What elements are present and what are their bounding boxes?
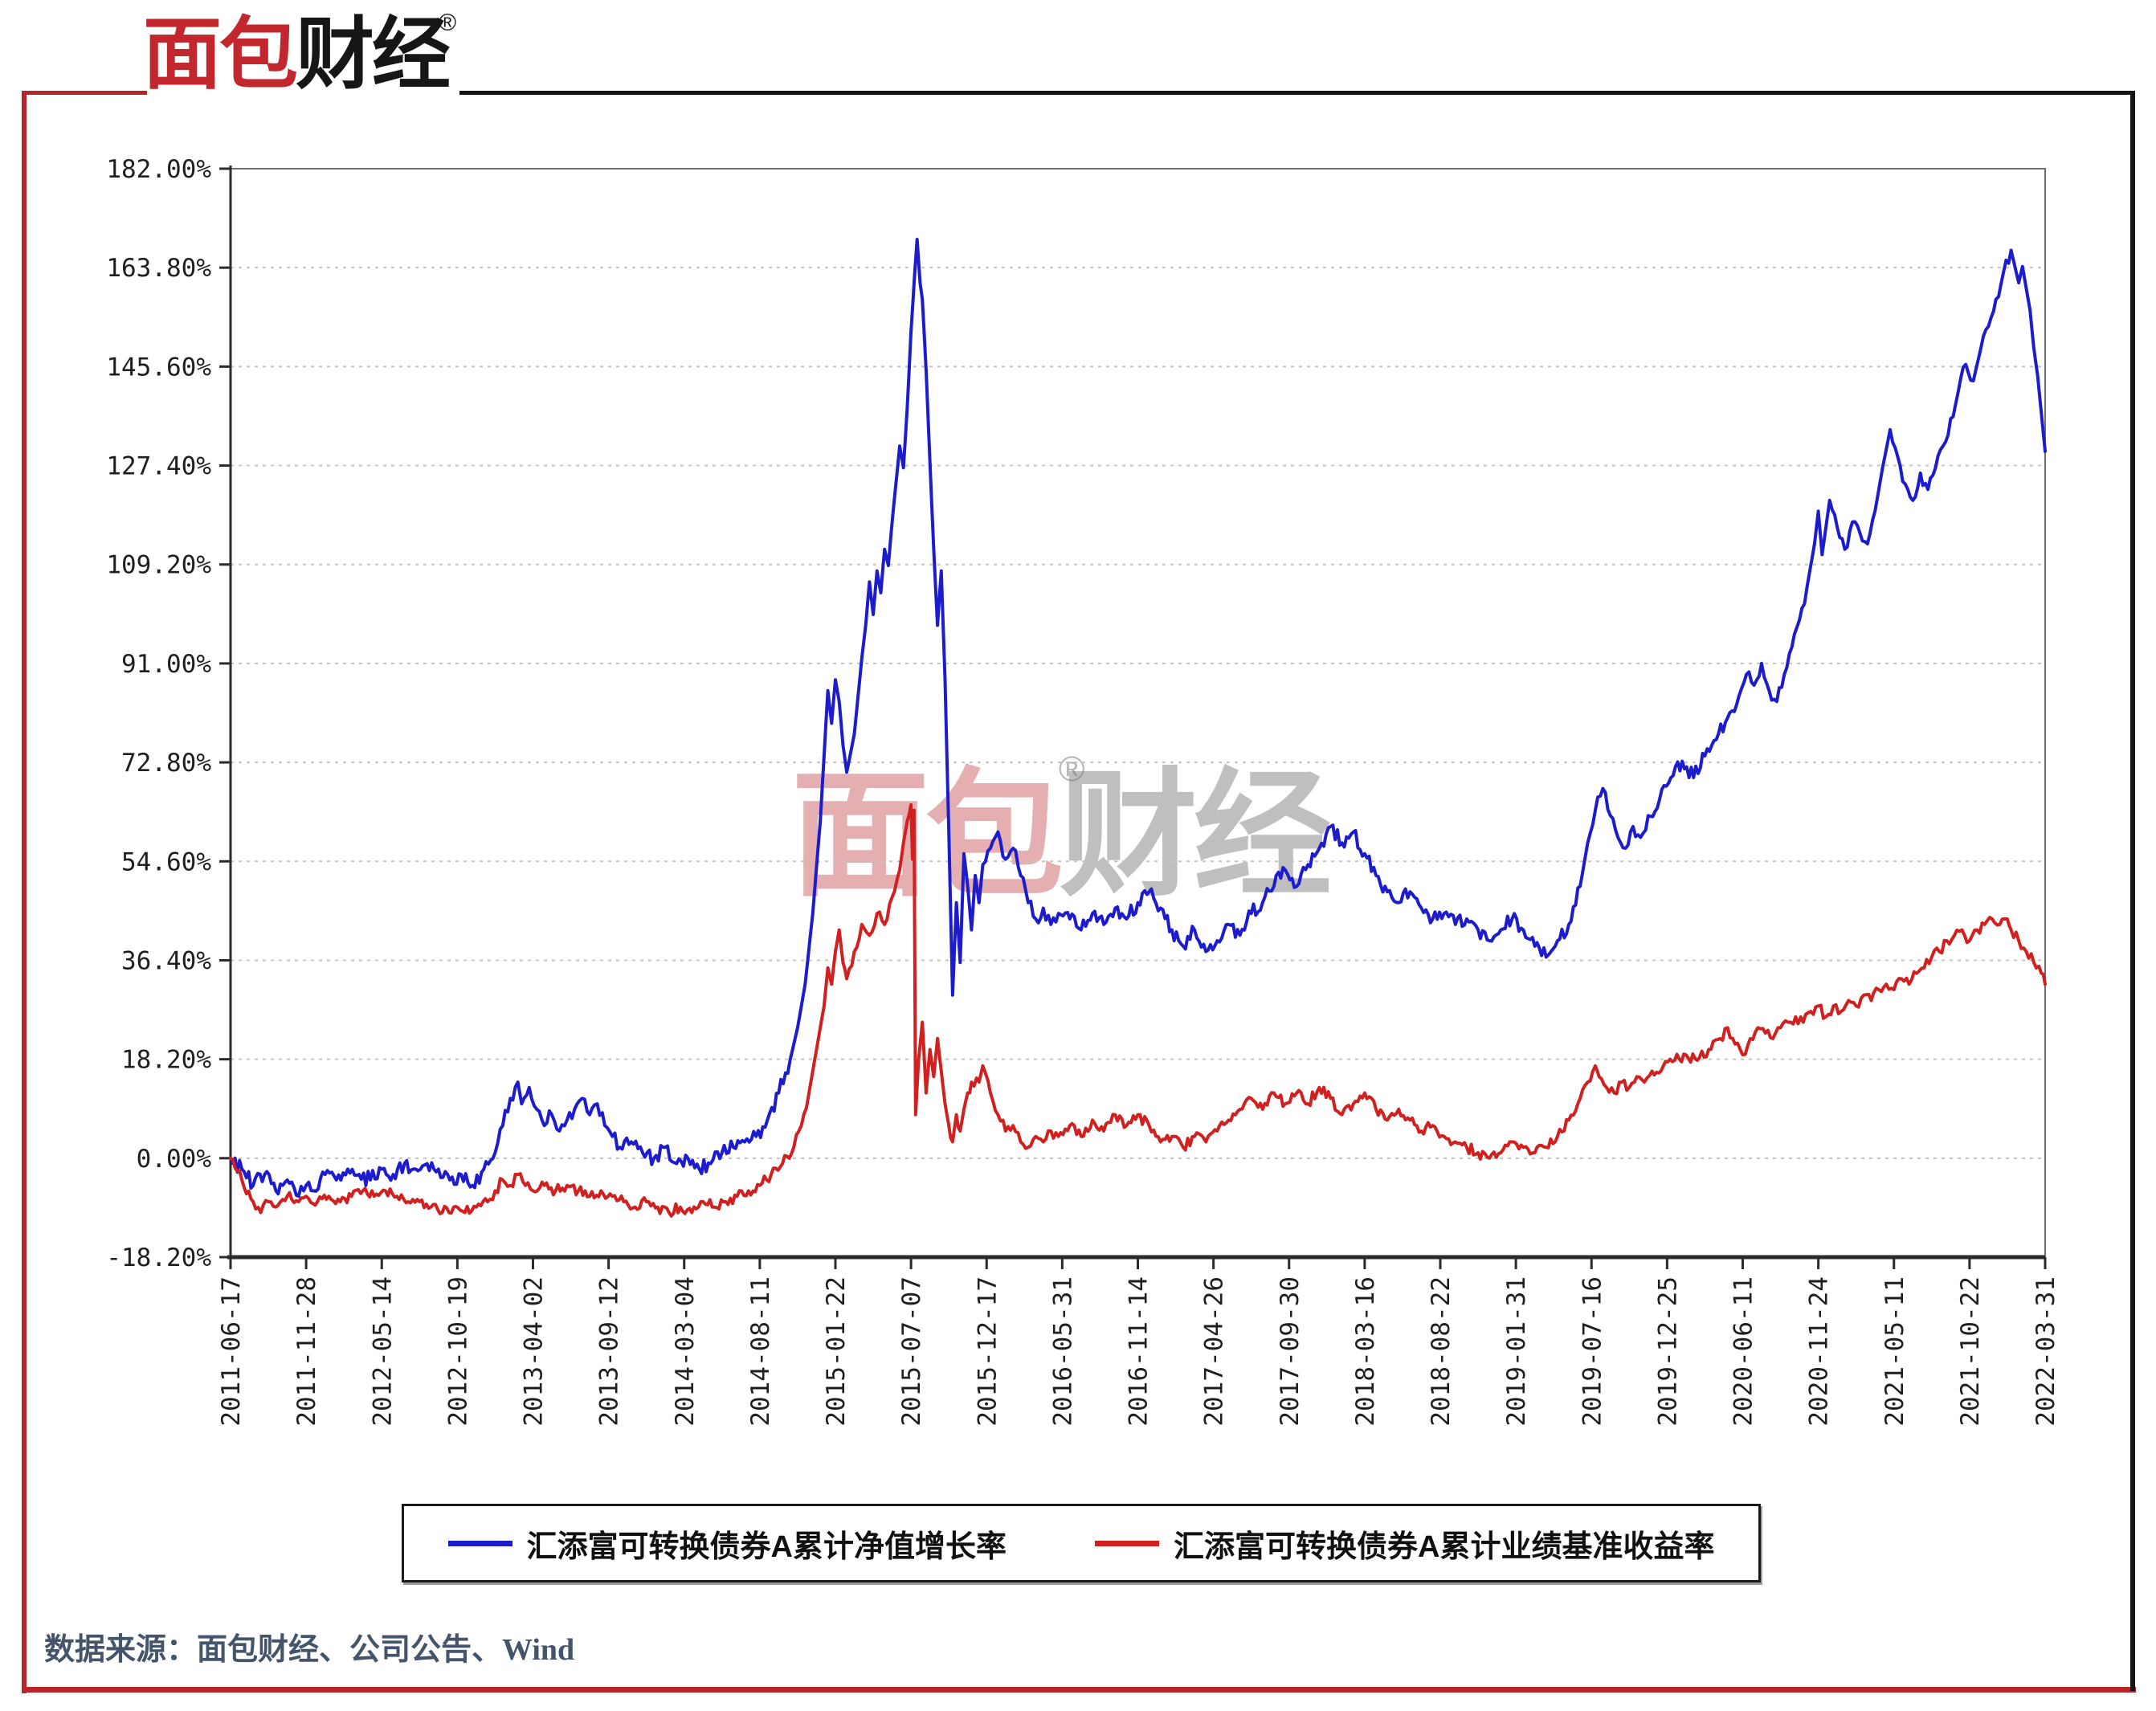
frame-top-black-segment <box>459 91 2135 95</box>
watermark-text-red: 面包 <box>791 758 1064 913</box>
y-tick-label: 127.40% <box>106 452 211 481</box>
logo-text-black: 财经 <box>296 10 451 98</box>
y-tick-label: 0.00% <box>137 1145 212 1174</box>
frame-right-line <box>2130 91 2135 1691</box>
frame-top-red-segment <box>22 91 147 95</box>
x-tick-label: 2018-03-16 <box>1351 1276 1380 1427</box>
x-tick-label: 2018-08-22 <box>1427 1276 1456 1427</box>
chart-legend: 汇添富可转换债券A累计净值增长率 汇添富可转换债券A累计业绩基准收益率 <box>402 1504 1761 1582</box>
x-tick-label: 2015-12-17 <box>973 1276 1002 1427</box>
legend-item-nav-growth: 汇添富可转换债券A累计净值增长率 <box>447 1521 1007 1566</box>
x-tick-label: 2022-03-31 <box>2031 1276 2060 1427</box>
x-tick-label: 2015-07-07 <box>897 1276 926 1427</box>
watermark: 面包财经 <box>791 755 1332 916</box>
y-tick-label: 91.00% <box>121 650 211 679</box>
y-tick-label: -18.20% <box>106 1243 211 1272</box>
legend-line-sample-blue <box>447 1540 512 1546</box>
legend-line-sample-red <box>1095 1540 1159 1546</box>
x-tick-label: 2015-01-22 <box>822 1276 851 1427</box>
x-tick-label: 2013-09-12 <box>595 1276 624 1427</box>
x-tick-label: 2021-10-22 <box>1956 1276 1985 1427</box>
y-tick-label: 54.60% <box>121 847 211 876</box>
y-tick-label: 109.20% <box>106 551 211 580</box>
y-tick-label: 145.60% <box>106 353 211 382</box>
series-line-benchmark <box>229 802 2047 1218</box>
x-tick-label: 2013-04-02 <box>520 1276 549 1427</box>
frame-left-line <box>22 91 27 1693</box>
x-tick-label: 2012-10-19 <box>443 1276 472 1427</box>
logo-registered-mark: ® <box>439 10 457 36</box>
y-tick-label: 163.80% <box>106 254 211 283</box>
x-tick-label: 2017-04-26 <box>1200 1276 1229 1427</box>
x-tick-label: 2014-08-11 <box>746 1276 775 1427</box>
frame-bottom-line <box>22 1687 2136 1693</box>
x-tick-label: 2014-03-04 <box>671 1276 700 1427</box>
series-line-nav-growth <box>229 238 2047 1199</box>
x-tick-label: 2019-12-25 <box>1653 1276 1682 1427</box>
y-tick-label: 18.20% <box>121 1046 211 1075</box>
x-tick-label: 2011-06-17 <box>217 1276 246 1427</box>
x-tick-label: 2019-07-16 <box>1578 1276 1607 1427</box>
x-tick-label: 2020-11-24 <box>1805 1276 1834 1427</box>
x-tick-label: 2021-05-11 <box>1880 1276 1909 1427</box>
x-tick-label: 2012-05-14 <box>368 1276 397 1427</box>
x-tick-label: 2020-06-11 <box>1729 1276 1758 1427</box>
x-tick-label: 2017-09-30 <box>1276 1276 1305 1427</box>
logo-text-red: 面包 <box>143 10 298 98</box>
brand-logo: 面包财经 <box>143 6 451 103</box>
watermark-text-gray: 财经 <box>1060 758 1332 913</box>
x-tick-label: 2016-11-14 <box>1125 1276 1154 1427</box>
y-tick-label: 36.40% <box>121 946 211 975</box>
legend-label-nav-growth: 汇添富可转换债券A累计净值增长率 <box>526 1529 1007 1564</box>
y-tick-label: 182.00% <box>106 155 211 184</box>
x-tick-label: 2016-05-31 <box>1048 1276 1077 1427</box>
data-source-note: 数据来源：面包财经、公司公告、Wind <box>44 1633 575 1667</box>
plot-border <box>230 168 2046 1258</box>
legend-item-benchmark: 汇添富可转换债券A累计业绩基准收益率 <box>1095 1521 1714 1566</box>
y-tick-label: 72.80% <box>121 749 211 778</box>
legend-label-benchmark: 汇添富可转换债券A累计业绩基准收益率 <box>1174 1529 1715 1564</box>
x-tick-label: 2019-01-31 <box>1502 1276 1531 1427</box>
x-tick-label: 2011-11-28 <box>292 1276 321 1427</box>
watermark-registered-mark: ® <box>1059 749 1085 789</box>
